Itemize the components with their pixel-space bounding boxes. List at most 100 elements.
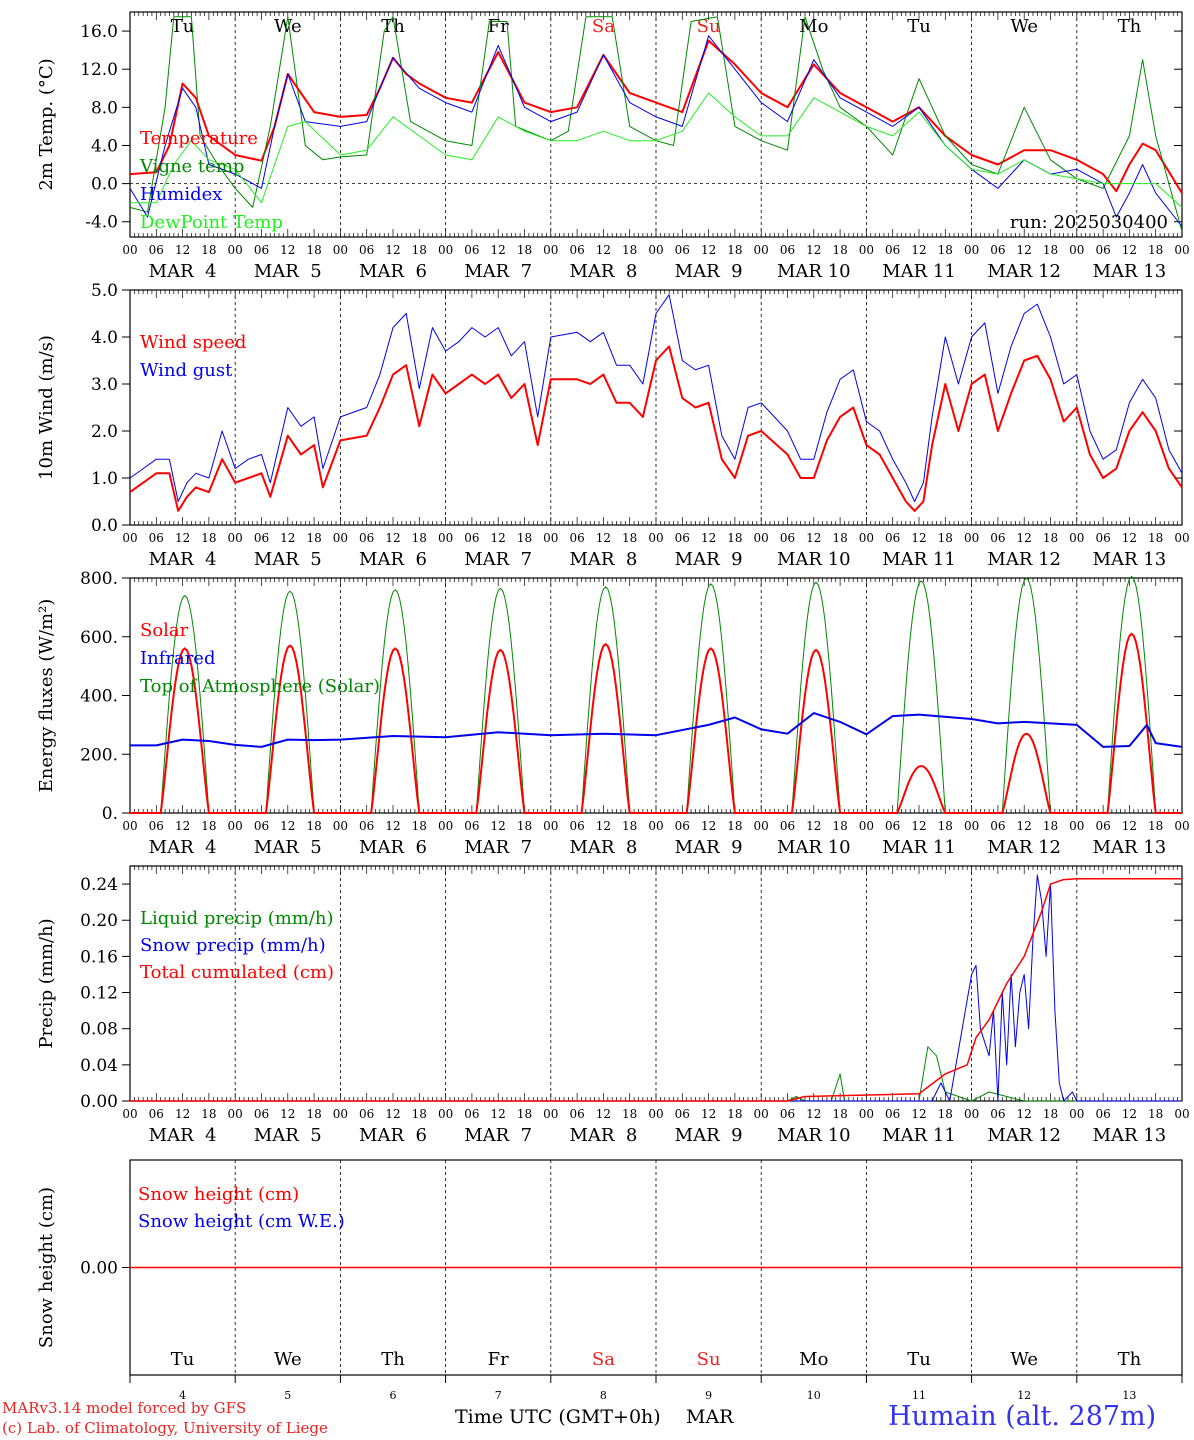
hour-tick-label: 06	[675, 243, 690, 257]
day-number: 10	[807, 1389, 821, 1402]
hour-tick-label: 18	[1043, 531, 1058, 545]
legend-entry: Snow height (cm)	[138, 1184, 299, 1205]
legend-entry: Wind gust	[140, 360, 233, 381]
hour-tick-label: 12	[701, 243, 716, 257]
date-label: MAR 9	[675, 549, 743, 570]
y-axis-label: 10m Wind (m/s)	[36, 335, 57, 480]
legend-entry: Wind speed	[140, 332, 246, 353]
hour-tick-label: 00	[648, 243, 663, 257]
hour-tick-label: 00	[1174, 1107, 1189, 1121]
hour-tick-label: 12	[806, 819, 821, 833]
date-label: MAR 6	[359, 1125, 427, 1146]
hour-tick-label: 00	[859, 243, 874, 257]
date-label: MAR 6	[359, 837, 427, 858]
y-tick-label: 0.0	[91, 516, 118, 536]
legend-entry: Humidex	[140, 184, 222, 205]
hour-tick-label: 00	[228, 243, 243, 257]
series-line	[130, 712, 1183, 748]
weekday-label: Mo	[799, 1349, 828, 1370]
y-tick-label: 5.0	[91, 281, 118, 301]
weekday-label: Th	[381, 16, 405, 37]
hour-tick-label: 18	[201, 531, 216, 545]
day-number: 9	[705, 1389, 712, 1402]
series-line	[129, 345, 1183, 512]
hour-tick-label: 06	[254, 819, 269, 833]
y-tick-label: 8.0	[91, 98, 118, 118]
credit-model: MARv3.14 model forced by GFS	[2, 1399, 247, 1417]
hour-tick-label: 00	[543, 1107, 558, 1121]
hour-tick-label: 06	[675, 531, 690, 545]
date-label: MAR 13	[1093, 549, 1167, 570]
y-tick-label: 16.0	[80, 22, 118, 42]
hour-tick-label: 00	[333, 819, 348, 833]
legend-entry: Top of Atmosphere (Solar)	[140, 676, 380, 697]
hour-tick-label: 18	[1148, 819, 1163, 833]
hour-tick-label: 00	[1174, 243, 1189, 257]
legend-entry: Total cumulated (cm)	[140, 962, 334, 983]
date-label: MAR 5	[254, 549, 322, 570]
hour-tick-label: 18	[1043, 243, 1058, 257]
hour-tick-label: 12	[701, 531, 716, 545]
day-number: 13	[1122, 1389, 1136, 1402]
date-label: MAR 7	[464, 1125, 532, 1146]
y-tick-label: 800.	[80, 569, 118, 589]
hour-tick-label: 00	[228, 819, 243, 833]
hour-tick-label: 12	[911, 243, 926, 257]
series-line	[129, 16, 1183, 232]
y-tick-label: 0.16	[80, 947, 118, 967]
y-tick-label: 0.20	[80, 911, 118, 931]
hour-tick-label: 06	[885, 819, 900, 833]
hour-tick-label: 18	[517, 531, 532, 545]
hour-tick-label: 12	[280, 243, 295, 257]
series-line	[129, 294, 1183, 502]
date-label: MAR 7	[464, 261, 532, 282]
hour-tick-label: 00	[333, 243, 348, 257]
hour-tick-label: 18	[201, 243, 216, 257]
hour-tick-label: 06	[780, 1107, 795, 1121]
hour-tick-label: 06	[149, 1107, 164, 1121]
legend-entry: Vigne temp	[139, 156, 244, 177]
y-tick-label: 0.	[102, 804, 118, 824]
hour-tick-label: 00	[333, 1107, 348, 1121]
hour-tick-label: 12	[701, 1107, 716, 1121]
date-label: MAR 7	[464, 837, 532, 858]
day-number: 4	[179, 1389, 186, 1402]
legend-entry: DewPoint Temp	[140, 212, 283, 233]
y-tick-label: -4.0	[85, 213, 118, 233]
hour-tick-label: 06	[464, 819, 479, 833]
date-label: MAR 6	[359, 261, 427, 282]
x-axis-label: Time UTC (GMT+0h)	[455, 1406, 661, 1428]
hour-tick-label: 06	[254, 531, 269, 545]
day-number: 6	[390, 1389, 397, 1402]
y-axis-label: 2m Temp. (°C)	[36, 58, 57, 190]
date-label: MAR 13	[1093, 1125, 1167, 1146]
y-tick-label: 1.0	[91, 469, 118, 489]
date-label: MAR 4	[149, 837, 217, 858]
hour-tick-label: 12	[1017, 819, 1032, 833]
hour-tick-label: 00	[964, 1107, 979, 1121]
hour-tick-label: 12	[596, 243, 611, 257]
y-axis-label: Precip (mm/h)	[36, 918, 57, 1048]
date-label: MAR 10	[777, 549, 851, 570]
hour-tick-label: 00	[228, 1107, 243, 1121]
hour-tick-label: 18	[201, 819, 216, 833]
hour-tick-label: 00	[754, 819, 769, 833]
hour-tick-label: 12	[596, 1107, 611, 1121]
hour-tick-label: 06	[990, 819, 1005, 833]
hour-tick-label: 00	[438, 819, 453, 833]
legend-entry: Infrared	[140, 648, 215, 669]
hour-tick-label: 18	[727, 819, 742, 833]
weekday-label: Su	[697, 16, 721, 37]
y-tick-label: 0.0	[91, 175, 118, 195]
hour-tick-label: 18	[1148, 531, 1163, 545]
hour-tick-label: 06	[359, 1107, 374, 1121]
hour-tick-label: 18	[1148, 1107, 1163, 1121]
weekday-label: Sa	[592, 16, 615, 37]
hour-tick-label: 06	[569, 531, 584, 545]
hour-tick-label: 12	[385, 1107, 400, 1121]
date-label: MAR 12	[987, 837, 1061, 858]
hour-tick-label: 12	[911, 531, 926, 545]
hour-tick-label: 18	[412, 243, 427, 257]
date-label: MAR 10	[777, 261, 851, 282]
series-line	[130, 874, 1182, 1102]
